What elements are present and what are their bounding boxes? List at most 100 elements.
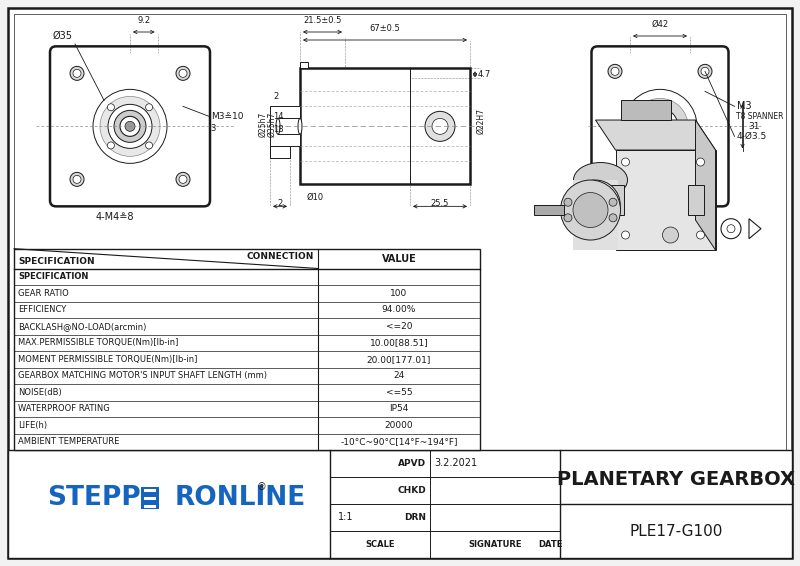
Text: AMBIENT TEMPERATURE: AMBIENT TEMPERATURE [18, 438, 119, 446]
Text: 100: 100 [390, 289, 408, 298]
Text: 4-Ø3.5: 4-Ø3.5 [737, 132, 766, 141]
Text: IP54: IP54 [390, 404, 409, 413]
Text: RONLINE: RONLINE [175, 485, 306, 511]
Circle shape [120, 117, 140, 136]
Text: 25.5: 25.5 [431, 199, 449, 208]
Text: 67±0.5: 67±0.5 [370, 24, 400, 33]
Bar [144, 497, 156, 500]
Circle shape [107, 142, 114, 149]
Text: STEPP: STEPP [47, 485, 141, 511]
Text: 20.00[177.01]: 20.00[177.01] [367, 355, 431, 364]
Text: NOISE(dB): NOISE(dB) [18, 388, 62, 397]
Ellipse shape [570, 180, 620, 230]
Ellipse shape [574, 162, 627, 198]
Text: BACKLASH@NO-LOAD(arcmin): BACKLASH@NO-LOAD(arcmin) [18, 321, 146, 331]
Polygon shape [695, 120, 715, 250]
Circle shape [609, 214, 617, 222]
Circle shape [107, 104, 114, 111]
Polygon shape [749, 218, 761, 239]
Circle shape [650, 117, 670, 136]
Circle shape [697, 158, 705, 166]
Text: GEAR RATIO: GEAR RATIO [18, 289, 69, 298]
Text: 4.7: 4.7 [478, 70, 491, 79]
Text: PLE17-G100: PLE17-G100 [630, 524, 722, 538]
Bar [534, 205, 563, 215]
Circle shape [701, 67, 709, 75]
Circle shape [432, 118, 448, 134]
Polygon shape [595, 120, 715, 150]
Circle shape [608, 174, 622, 188]
Text: 31: 31 [749, 122, 760, 131]
Text: Ø25h7: Ø25h7 [258, 112, 267, 137]
Text: 2: 2 [273, 92, 278, 101]
Ellipse shape [276, 118, 280, 134]
Text: LIFE(h): LIFE(h) [18, 421, 47, 430]
Bar [687, 185, 703, 215]
Circle shape [622, 231, 630, 239]
Bar [607, 185, 623, 215]
Circle shape [698, 174, 712, 188]
Circle shape [609, 198, 617, 206]
Circle shape [176, 66, 190, 80]
Text: 1:1: 1:1 [338, 512, 354, 522]
Circle shape [73, 175, 81, 183]
Text: Ø10: Ø10 [306, 192, 323, 201]
Bar [300, 62, 308, 68]
Text: 14: 14 [273, 112, 283, 121]
Circle shape [93, 89, 167, 164]
Text: MAX.PERMISSIBLE TORQUE(Nm)[lb-in]: MAX.PERMISSIBLE TORQUE(Nm)[lb-in] [18, 338, 178, 348]
Circle shape [623, 89, 697, 164]
Text: 4-M4≗8: 4-M4≗8 [96, 212, 134, 222]
Text: 18: 18 [273, 125, 284, 134]
Text: DATE: DATE [538, 540, 562, 549]
Text: ®: ® [257, 482, 267, 492]
Text: SPECIFICATION: SPECIFICATION [18, 256, 94, 265]
Circle shape [698, 65, 712, 78]
Text: <=55: <=55 [386, 388, 412, 397]
Circle shape [425, 112, 455, 142]
FancyBboxPatch shape [591, 46, 729, 207]
Text: MOMENT PERMISSIBLE TORQUE(Nm)[lb-in]: MOMENT PERMISSIBLE TORQUE(Nm)[lb-in] [18, 355, 198, 364]
Circle shape [114, 110, 146, 143]
Bar [144, 505, 156, 508]
Text: T8 SPANNER: T8 SPANNER [737, 112, 784, 121]
Circle shape [662, 227, 678, 243]
Circle shape [125, 121, 135, 131]
Circle shape [73, 70, 81, 78]
Text: 3.2.2021: 3.2.2021 [434, 458, 477, 469]
Text: APVD: APVD [398, 459, 426, 468]
Circle shape [611, 177, 619, 185]
FancyBboxPatch shape [50, 46, 210, 207]
Text: 3: 3 [210, 124, 215, 133]
Text: CONNECTION: CONNECTION [246, 252, 314, 261]
Text: 24: 24 [394, 371, 405, 380]
Circle shape [697, 231, 705, 239]
Bar [14, 248, 480, 450]
Circle shape [70, 173, 84, 186]
Circle shape [146, 104, 153, 111]
Circle shape [179, 175, 187, 183]
Circle shape [561, 180, 621, 240]
Text: M3: M3 [737, 101, 751, 112]
Text: M3≗10: M3≗10 [211, 112, 243, 121]
Circle shape [608, 65, 622, 78]
Circle shape [573, 192, 608, 228]
Text: DRN: DRN [404, 513, 426, 522]
Circle shape [611, 67, 619, 75]
Text: SPECIFICATION: SPECIFICATION [18, 272, 88, 281]
Ellipse shape [298, 118, 302, 134]
Bar [270, 106, 300, 147]
Circle shape [622, 158, 630, 166]
Text: Ø42: Ø42 [651, 20, 669, 29]
Bar [615, 150, 715, 250]
Circle shape [108, 104, 152, 148]
Circle shape [564, 214, 572, 222]
Text: PLANETARY GEARBOX: PLANETARY GEARBOX [557, 470, 795, 488]
Text: -10°C~90°C[14°F~194°F]: -10°C~90°C[14°F~194°F] [340, 438, 458, 446]
Circle shape [100, 96, 160, 156]
Circle shape [70, 66, 84, 80]
Text: GEARBOX MATCHING MOTOR'S INPUT SHAFT LENGTH (mm): GEARBOX MATCHING MOTOR'S INPUT SHAFT LEN… [18, 371, 267, 380]
Bar [8, 450, 792, 558]
Text: CHKD: CHKD [398, 486, 426, 495]
Text: Ø35: Ø35 [53, 31, 73, 41]
